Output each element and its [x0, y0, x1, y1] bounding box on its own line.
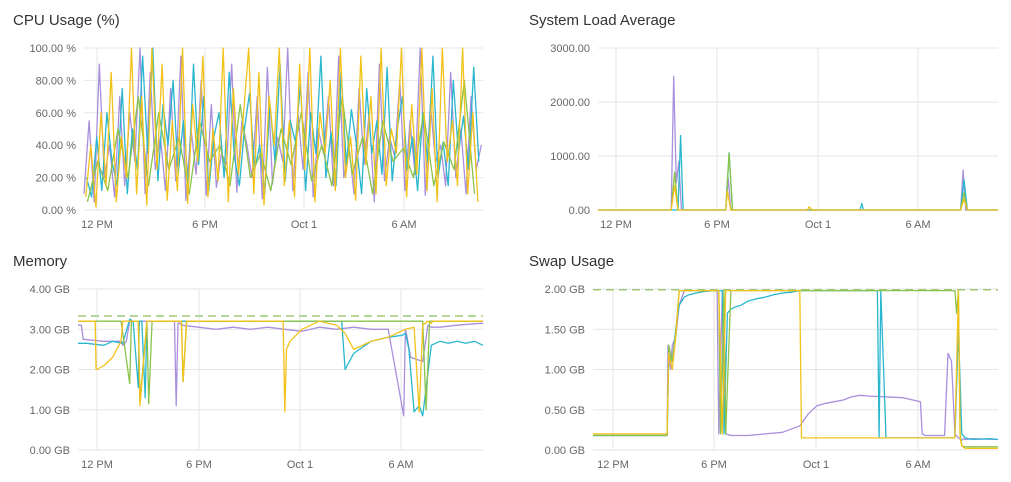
- y-tick-label: 3000.00: [550, 43, 590, 55]
- x-tick-label: 6 AM: [905, 219, 930, 231]
- y-tick-label: 2.00 GB: [545, 284, 585, 296]
- series-line[interactable]: [593, 289, 998, 450]
- panel-title: Swap Usage: [529, 253, 615, 270]
- y-tick-label: 0.00 %: [42, 205, 76, 217]
- x-tick-label: 12 PM: [81, 459, 113, 471]
- y-tick-label: 1.50 GB: [545, 324, 585, 336]
- x-tick-label: 6 AM: [388, 459, 413, 471]
- swap-usage-panel: Swap Usage 2.00 GB 1.50 GB 1.00 GB 0.50 GB 0…: [516, 241, 1011, 482]
- series-line[interactable]: [86, 79, 476, 203]
- x-tick-label: 6 PM: [704, 219, 730, 231]
- series-line[interactable]: [593, 289, 999, 441]
- x-tick-label: 6 AM: [905, 459, 930, 471]
- x-tick-label: 12 PM: [600, 219, 632, 231]
- y-tick-label: 60.00 %: [36, 108, 77, 120]
- series-line[interactable]: [593, 289, 999, 441]
- x-tick-label: 6 PM: [186, 459, 212, 471]
- y-tick-label: 0.00: [569, 205, 590, 217]
- cpu-usage-panel: CPU Usage (%) 100.00 % 80.00 % 60.00 % 40.0…: [0, 0, 495, 240]
- y-tick-label: 4.00 GB: [30, 284, 70, 296]
- series-line[interactable]: [598, 152, 998, 211]
- x-tick-label: 6 AM: [391, 219, 416, 231]
- x-tick-label: Oct 1: [805, 219, 831, 231]
- series-line[interactable]: [593, 289, 998, 448]
- x-tick-label: Oct 1: [287, 459, 313, 471]
- cpu-usage-chart[interactable]: 100.00 % 80.00 % 60.00 % 40.00 % 20.00 % 0.00…: [0, 0, 495, 240]
- y-tick-label: 2000.00: [550, 97, 590, 109]
- y-tick-label: 3.00 GB: [30, 324, 70, 336]
- y-tick-label: 1000.00: [550, 151, 590, 163]
- y-tick-label: 100.00 %: [30, 43, 77, 55]
- panel-title: System Load Average: [529, 12, 676, 29]
- memory-chart[interactable]: 4.00 GB 3.00 GB 2.00 GB 1.00 GB 0.00 GB 12 PM…: [0, 241, 495, 482]
- series-line[interactable]: [598, 185, 998, 211]
- swap-usage-chart[interactable]: 2.00 GB 1.50 GB 1.00 GB 0.50 GB 0.00 GB 12 PM…: [516, 241, 1011, 482]
- series-line[interactable]: [78, 320, 483, 413]
- y-tick-label: 1.00 GB: [545, 365, 585, 377]
- x-tick-label: Oct 1: [291, 219, 317, 231]
- series-line[interactable]: [598, 75, 998, 211]
- x-tick-label: 6 PM: [701, 459, 727, 471]
- y-tick-label: 0.50 GB: [545, 405, 585, 417]
- system-load-chart[interactable]: 3000.00 2000.00 1000.00 0.00 12 PM 6 PM Oct 1 6…: [516, 0, 1011, 240]
- x-tick-label: 6 PM: [192, 219, 218, 231]
- y-tick-label: 40.00 %: [36, 140, 77, 152]
- x-tick-label: 12 PM: [597, 459, 629, 471]
- y-tick-label: 0.00 GB: [545, 445, 585, 457]
- series-line[interactable]: [598, 134, 998, 211]
- x-tick-label: 12 PM: [81, 219, 113, 231]
- memory-panel: Memory 4.00 GB 3.00 GB 2.00 GB 1.00 GB 0.00 …: [0, 241, 495, 482]
- y-tick-label: 2.00 GB: [30, 365, 70, 377]
- series-line[interactable]: [83, 47, 482, 203]
- panel-title: CPU Usage (%): [13, 12, 120, 29]
- y-tick-label: 0.00 GB: [30, 445, 70, 457]
- y-tick-label: 1.00 GB: [30, 405, 70, 417]
- x-tick-label: Oct 1: [803, 459, 829, 471]
- series-line[interactable]: [78, 320, 484, 417]
- y-tick-label: 80.00 %: [36, 75, 77, 87]
- y-tick-label: 20.00 %: [36, 173, 77, 185]
- series-line[interactable]: [85, 47, 479, 208]
- panel-title: Memory: [13, 253, 68, 270]
- system-load-panel: System Load Average 3000.00 2000.00 1000.0…: [516, 0, 1011, 240]
